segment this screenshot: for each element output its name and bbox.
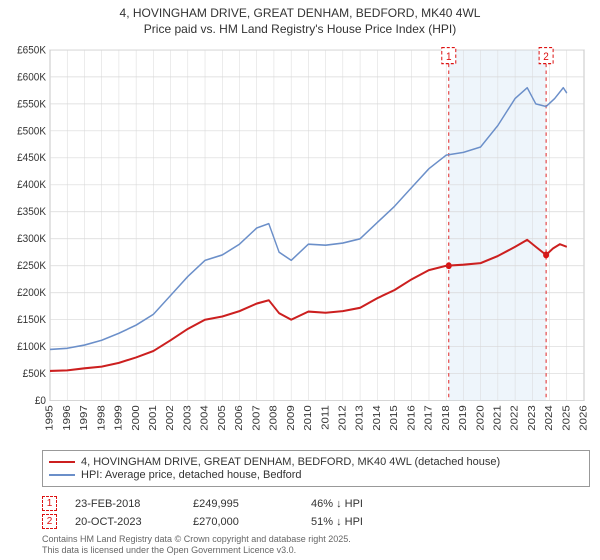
legend-label: HPI: Average price, detached house, Bedf…: [81, 469, 302, 481]
sale-marker: 2: [42, 514, 57, 529]
legend-swatch: [49, 461, 75, 463]
svg-text:2016: 2016: [406, 405, 417, 431]
sale-date: 20-OCT-2023: [75, 516, 175, 528]
svg-text:2009: 2009: [285, 405, 296, 431]
svg-text:2012: 2012: [337, 405, 348, 431]
svg-text:2007: 2007: [251, 405, 262, 431]
svg-text:2006: 2006: [234, 405, 245, 431]
svg-text:£450K: £450K: [17, 152, 47, 165]
svg-text:2025: 2025: [561, 405, 572, 431]
svg-text:£100K: £100K: [17, 341, 47, 354]
footer-attribution: Contains HM Land Registry data © Crown c…: [0, 532, 600, 560]
svg-text:1995: 1995: [44, 405, 55, 431]
svg-text:1998: 1998: [96, 405, 107, 431]
svg-text:1997: 1997: [79, 405, 90, 431]
svg-text:£150K: £150K: [17, 314, 47, 327]
svg-text:£600K: £600K: [17, 71, 47, 84]
footer-line-2: This data is licensed under the Open Gov…: [42, 545, 590, 556]
legend-swatch: [49, 474, 75, 476]
sale-marker: 1: [42, 496, 57, 511]
svg-text:1999: 1999: [113, 405, 124, 431]
chart-area: £0£50K£100K£150K£200K£250K£300K£350K£400…: [8, 43, 592, 444]
sale-row: 1 23-FEB-2018 £249,995 46% ↓ HPI: [42, 496, 590, 511]
title-line-2: Price paid vs. HM Land Registry's House …: [8, 22, 592, 38]
svg-text:£350K: £350K: [17, 206, 47, 219]
svg-text:2003: 2003: [182, 405, 193, 431]
svg-text:2026: 2026: [578, 405, 589, 431]
svg-text:2021: 2021: [492, 405, 503, 431]
svg-text:£650K: £650K: [17, 44, 47, 57]
svg-text:£500K: £500K: [17, 125, 47, 138]
svg-text:2004: 2004: [199, 405, 210, 431]
legend: 4, HOVINGHAM DRIVE, GREAT DENHAM, BEDFOR…: [42, 450, 590, 487]
legend-item: 4, HOVINGHAM DRIVE, GREAT DENHAM, BEDFOR…: [49, 456, 583, 468]
svg-text:2018: 2018: [440, 405, 451, 431]
sale-diff: 46% ↓ HPI: [311, 498, 411, 510]
svg-text:2015: 2015: [389, 405, 400, 431]
svg-text:2001: 2001: [148, 405, 159, 431]
title-line-1: 4, HOVINGHAM DRIVE, GREAT DENHAM, BEDFOR…: [8, 6, 592, 22]
svg-text:2014: 2014: [372, 405, 383, 431]
svg-text:2000: 2000: [130, 405, 141, 431]
svg-text:1996: 1996: [62, 405, 73, 431]
svg-text:£250K: £250K: [17, 260, 47, 273]
svg-text:2013: 2013: [354, 405, 365, 431]
svg-text:1: 1: [446, 51, 452, 64]
sale-diff: 51% ↓ HPI: [311, 516, 411, 528]
sale-price: £249,995: [193, 498, 293, 510]
svg-text:£200K: £200K: [17, 287, 47, 300]
svg-text:£50K: £50K: [23, 368, 47, 381]
svg-text:2017: 2017: [423, 405, 434, 431]
line-chart: £0£50K£100K£150K£200K£250K£300K£350K£400…: [8, 43, 592, 444]
svg-text:£400K: £400K: [17, 179, 47, 192]
legend-item: HPI: Average price, detached house, Bedf…: [49, 469, 583, 481]
svg-text:2010: 2010: [303, 405, 314, 431]
svg-text:2023: 2023: [527, 405, 538, 431]
svg-text:2011: 2011: [320, 405, 331, 430]
svg-text:2005: 2005: [217, 405, 228, 431]
sale-price: £270,000: [193, 516, 293, 528]
svg-text:£300K: £300K: [17, 233, 47, 246]
chart-title: 4, HOVINGHAM DRIVE, GREAT DENHAM, BEDFOR…: [0, 0, 600, 39]
svg-text:£550K: £550K: [17, 98, 47, 111]
svg-text:2019: 2019: [458, 405, 469, 431]
svg-text:2022: 2022: [509, 405, 520, 431]
sale-date: 23-FEB-2018: [75, 498, 175, 510]
legend-label: 4, HOVINGHAM DRIVE, GREAT DENHAM, BEDFOR…: [81, 456, 500, 468]
svg-text:2020: 2020: [475, 405, 486, 431]
svg-text:2: 2: [543, 51, 549, 64]
sale-row: 2 20-OCT-2023 £270,000 51% ↓ HPI: [42, 514, 590, 529]
svg-text:2024: 2024: [544, 405, 555, 431]
svg-text:2008: 2008: [268, 405, 279, 431]
footer-line-1: Contains HM Land Registry data © Crown c…: [42, 534, 590, 545]
sale-point-list: 1 23-FEB-2018 £249,995 46% ↓ HPI 2 20-OCT-202…: [42, 493, 590, 532]
svg-text:2002: 2002: [165, 405, 176, 431]
